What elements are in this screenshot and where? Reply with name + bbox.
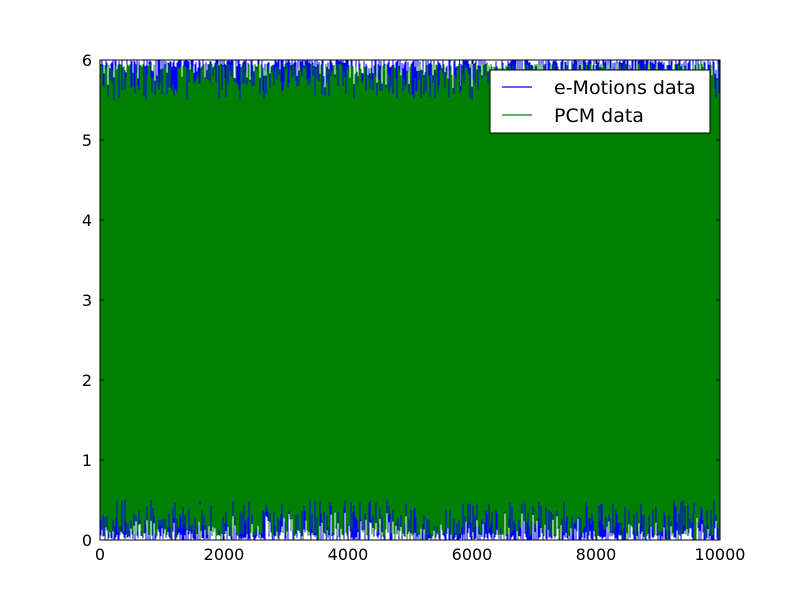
y-tick-label: 4: [82, 211, 92, 230]
x-tick-label: 8000: [576, 545, 617, 564]
series-pcm: [99, 64, 721, 540]
legend-label-emotions: e-Motions data: [554, 77, 696, 99]
legend-label-pcm: PCM data: [554, 105, 644, 127]
y-tick-label: 1: [82, 451, 92, 470]
legend: e-Motions data PCM data: [489, 69, 711, 134]
series-layer: [99, 60, 721, 540]
y-tick-label: 2: [82, 371, 92, 390]
legend-box: [489, 69, 711, 134]
x-tick-label: 0: [95, 545, 105, 564]
x-tick-label: 4000: [328, 545, 369, 564]
x-tick-label: 10000: [695, 545, 746, 564]
series-envelope: [99, 64, 721, 536]
x-tick-label: 6000: [452, 545, 493, 564]
y-tick-label: 6: [82, 51, 92, 70]
x-tick-label: 2000: [204, 545, 245, 564]
ticks-layer: 0 2000 4000 6000 8000 10000 0 1 2 3 4 5 6: [82, 51, 746, 564]
y-tick-label: 3: [82, 291, 92, 310]
y-tick-label: 5: [82, 131, 92, 150]
y-tick-label: 0: [82, 531, 92, 550]
